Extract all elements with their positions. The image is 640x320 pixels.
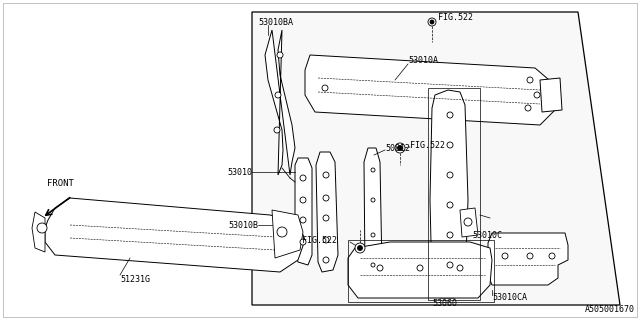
Circle shape	[527, 77, 533, 83]
Circle shape	[371, 263, 375, 267]
Text: 53010BA: 53010BA	[258, 18, 293, 27]
Text: FIG.522: FIG.522	[302, 236, 337, 244]
Circle shape	[323, 257, 329, 263]
Circle shape	[447, 202, 453, 208]
Circle shape	[428, 18, 436, 26]
Polygon shape	[540, 78, 562, 112]
Circle shape	[395, 143, 405, 153]
Text: 53060: 53060	[433, 300, 458, 308]
Circle shape	[323, 237, 329, 243]
Circle shape	[300, 239, 306, 245]
Text: 50812: 50812	[385, 143, 410, 153]
Polygon shape	[364, 148, 382, 285]
Circle shape	[447, 232, 453, 238]
Circle shape	[447, 112, 453, 118]
Polygon shape	[265, 30, 295, 175]
Polygon shape	[316, 152, 338, 272]
Circle shape	[277, 52, 283, 58]
Circle shape	[322, 85, 328, 91]
Text: FIG.522: FIG.522	[438, 12, 473, 21]
Circle shape	[371, 233, 375, 237]
Circle shape	[447, 172, 453, 178]
Circle shape	[457, 265, 463, 271]
Circle shape	[371, 198, 375, 202]
Text: 53010CA: 53010CA	[492, 293, 527, 302]
Polygon shape	[272, 210, 303, 258]
Circle shape	[358, 245, 362, 251]
Circle shape	[377, 265, 383, 271]
Text: 53010A: 53010A	[408, 55, 438, 65]
Circle shape	[525, 105, 531, 111]
Polygon shape	[45, 198, 305, 272]
Circle shape	[430, 20, 434, 24]
Polygon shape	[348, 242, 492, 298]
Polygon shape	[488, 233, 568, 285]
Polygon shape	[295, 158, 312, 265]
Text: 53010: 53010	[227, 167, 252, 177]
Circle shape	[300, 217, 306, 223]
Text: 51231G: 51231G	[120, 276, 150, 284]
Circle shape	[447, 142, 453, 148]
Polygon shape	[305, 55, 555, 125]
Circle shape	[502, 253, 508, 259]
Circle shape	[37, 223, 47, 233]
Circle shape	[323, 172, 329, 178]
Circle shape	[397, 146, 403, 150]
Circle shape	[355, 243, 365, 253]
Circle shape	[447, 262, 453, 268]
Text: FIG.522: FIG.522	[410, 140, 445, 149]
Circle shape	[300, 175, 306, 181]
Circle shape	[549, 253, 555, 259]
Circle shape	[300, 197, 306, 203]
Polygon shape	[460, 208, 478, 237]
Polygon shape	[430, 90, 468, 298]
Circle shape	[534, 92, 540, 98]
Bar	[348, 240, 494, 302]
Circle shape	[464, 218, 472, 226]
Text: FRONT: FRONT	[47, 179, 74, 188]
Circle shape	[277, 227, 287, 237]
Circle shape	[527, 253, 533, 259]
Circle shape	[274, 127, 280, 133]
Circle shape	[371, 168, 375, 172]
Polygon shape	[252, 12, 620, 305]
Polygon shape	[32, 212, 45, 252]
Circle shape	[417, 265, 423, 271]
Text: A505001670: A505001670	[585, 305, 635, 314]
Circle shape	[323, 195, 329, 201]
Text: 53010B: 53010B	[228, 220, 258, 229]
Bar	[428, 88, 480, 300]
Text: 53010C: 53010C	[472, 230, 502, 239]
Circle shape	[275, 92, 281, 98]
Circle shape	[323, 215, 329, 221]
